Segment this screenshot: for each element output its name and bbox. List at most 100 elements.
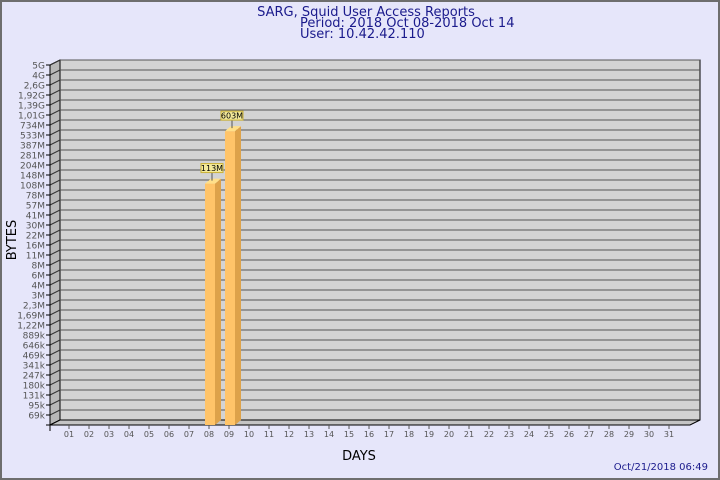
gridline-side [49, 59, 61, 66]
gridline-side [49, 409, 61, 416]
bar-value-label: 113M [201, 164, 223, 173]
gridline-side [49, 169, 61, 176]
y-tick-label: 1,01G [18, 112, 45, 122]
y-tick-label: 1,39G [18, 102, 45, 112]
x-tick-label: 13 [304, 430, 314, 439]
bar-label-box [200, 163, 224, 174]
y-tick-label: 41M [26, 212, 45, 222]
chart-period: Period: 2018 Oct 08-2018 Oct 14 [300, 16, 514, 31]
x-tick-label: 30 [644, 430, 654, 439]
gridline-side [49, 79, 61, 86]
gridline-side [49, 239, 61, 246]
y-tick-label: 3M [32, 292, 46, 302]
y-tick-label: 4G [32, 72, 45, 82]
gridline-side [49, 69, 61, 76]
x-tick-label: 04 [124, 430, 134, 439]
y-tick-label: 2,3M [23, 302, 45, 312]
bar-top [205, 178, 221, 184]
gridline-side [49, 149, 61, 156]
x-tick-label: 09 [224, 430, 234, 439]
gridline-side [49, 309, 61, 316]
y-tick-label: 148M [20, 172, 45, 182]
x-tick-label: 22 [484, 430, 494, 439]
y-tick-label: 646k [23, 342, 46, 352]
bar-side [235, 126, 241, 425]
bar-label-box [220, 110, 244, 121]
x-tick-label: 27 [584, 430, 594, 439]
gridline-side [49, 199, 61, 206]
gridline-side [49, 159, 61, 166]
x-tick-label: 15 [344, 430, 354, 439]
y-tick-label: 533M [20, 132, 45, 142]
bar-front [225, 131, 235, 425]
y-tick-label: 889k [23, 332, 46, 342]
gridline-side [49, 399, 61, 406]
y-tick-label: 57M [26, 202, 45, 212]
gridline-side [49, 279, 61, 286]
y-tick-label: 69k [28, 412, 45, 422]
gridline-side [49, 249, 61, 256]
y-tick-label: 1,69M [17, 312, 45, 322]
gridline-side [49, 369, 61, 376]
x-tick-label: 05 [144, 430, 154, 439]
y-tick-label: 8M [32, 262, 46, 272]
x-tick-label: 03 [104, 430, 114, 439]
y-axis-label: BYTES [5, 220, 20, 261]
y-tick-label: 204M [20, 162, 45, 172]
y-tick-label: 131k [23, 392, 46, 402]
x-tick-label: 26 [564, 430, 574, 439]
x-tick-label: 11 [264, 430, 274, 439]
y-tick-label: 1,22M [17, 322, 45, 332]
gridline-side [49, 89, 61, 96]
gridline-side [49, 229, 61, 236]
gridline-side [49, 119, 61, 126]
chart-user: User: 10.42.42.110 [300, 27, 425, 42]
gridline-side [49, 289, 61, 296]
x-tick-label: 02 [84, 430, 94, 439]
y-tick-label: 1,92G [18, 92, 45, 102]
x-tick-label: 21 [464, 430, 474, 439]
y-tick-label: 734M [20, 122, 45, 132]
gridline-side [49, 109, 61, 116]
y-tick-label: 22M [26, 232, 45, 242]
y-tick-label: 4M [32, 282, 46, 292]
x-tick-label: 29 [624, 430, 634, 439]
y-tick-label: 469k [23, 352, 46, 362]
gridline-side [49, 339, 61, 346]
x-tick-label: 20 [444, 430, 454, 439]
y-tick-label: 5G [32, 62, 45, 72]
x-tick-label: 12 [284, 430, 294, 439]
x-axis-label: DAYS [342, 449, 376, 464]
gridline-side [49, 319, 61, 326]
chart-title: SARG, Squid User Access Reports [257, 5, 475, 20]
gridline-side [49, 389, 61, 396]
timestamp: Oct/21/2018 06:49 [614, 462, 708, 473]
y-tick-label: 247k [23, 372, 46, 382]
y-tick-label: 2,6G [24, 82, 45, 92]
y-tick-label: 16M [26, 242, 45, 252]
x-tick-label: 14 [324, 430, 334, 439]
gridline-side [49, 179, 61, 186]
gridline-side [49, 349, 61, 356]
gridline-side [49, 379, 61, 386]
gridline-side [49, 99, 61, 106]
x-tick-label: 01 [64, 430, 74, 439]
x-tick-label: 28 [604, 430, 614, 439]
gridline-side [49, 299, 61, 306]
x-tick-label: 24 [524, 430, 534, 439]
gridline-side [49, 209, 61, 216]
gridline-side [49, 129, 61, 136]
y-tick-label: 180k [23, 382, 46, 392]
bar-value-label: 603M [221, 112, 243, 121]
y-tick-label: 341k [23, 362, 46, 372]
gridline-side [49, 189, 61, 196]
x-tick-label: 25 [544, 430, 554, 439]
gridline-side [49, 139, 61, 146]
plot-floor [49, 419, 701, 426]
x-tick-label: 08 [204, 430, 214, 439]
x-tick-label: 19 [424, 430, 434, 439]
x-tick-label: 16 [364, 430, 374, 439]
bar-front [205, 183, 215, 425]
gridline-side [49, 219, 61, 226]
